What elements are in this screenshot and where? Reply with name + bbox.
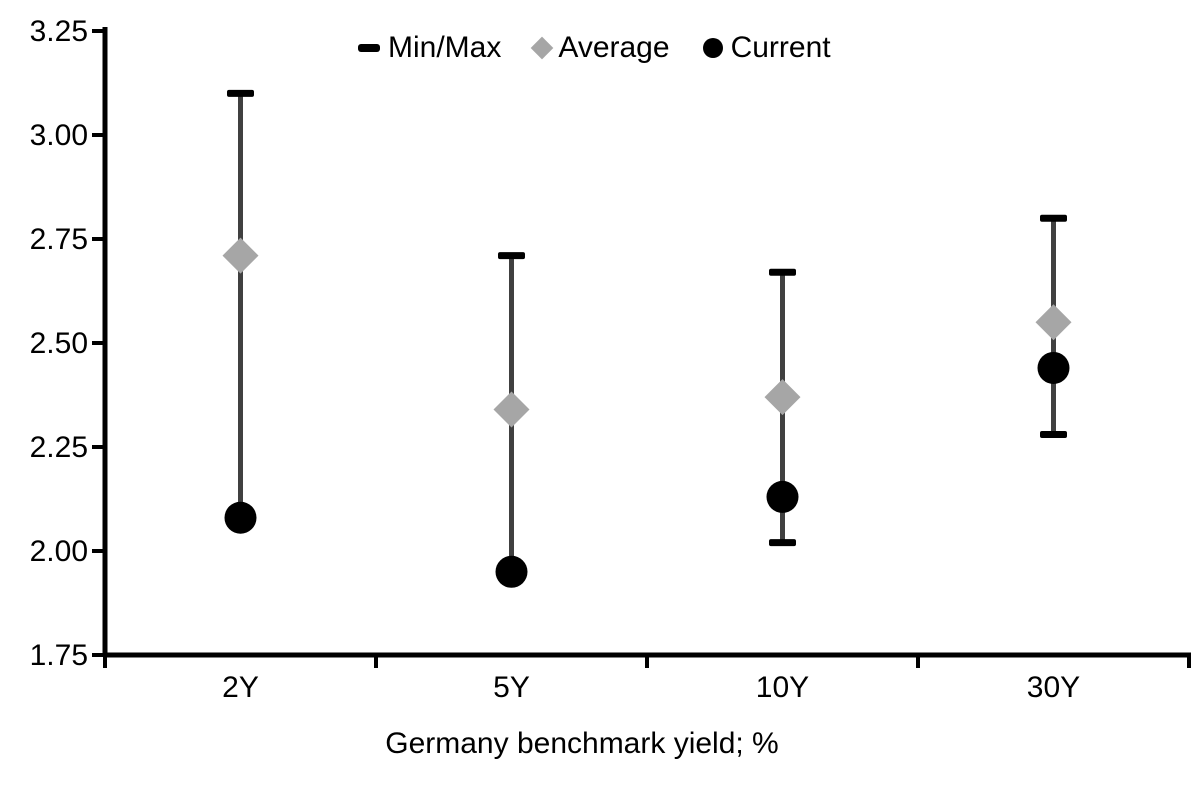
- minmax-dash-icon: [358, 44, 380, 52]
- y-axis-tick-label: 2.75: [30, 223, 88, 256]
- average-marker: [764, 379, 801, 416]
- current-marker: [495, 555, 528, 588]
- legend-label-average: Average: [558, 31, 670, 64]
- legend-label-minmax: Min/Max: [388, 31, 502, 64]
- average-marker: [1035, 304, 1072, 341]
- y-axis-tick-label: 2.00: [30, 535, 88, 568]
- y-axis-tick-label: 2.25: [30, 431, 88, 464]
- current-marker: [224, 501, 257, 534]
- average-marker: [493, 391, 530, 428]
- current-circle-icon: [702, 38, 723, 58]
- legend: Min/Max Average Current: [358, 33, 831, 63]
- legend-item-minmax: Min/Max: [358, 33, 501, 63]
- y-axis-tick-label: 2.50: [30, 327, 88, 360]
- y-axis-tick-label: 3.25: [30, 15, 88, 48]
- x-axis-tick-label: 2Y: [222, 671, 259, 704]
- min-cap: [1040, 431, 1067, 439]
- x-axis-tick-label: 10Y: [756, 671, 809, 704]
- max-cap: [1040, 214, 1067, 222]
- max-cap: [769, 268, 796, 276]
- average-marker: [222, 237, 259, 274]
- current-marker: [766, 480, 799, 513]
- legend-item-average: Average: [531, 31, 670, 64]
- legend-label-current: Current: [730, 31, 831, 64]
- average-diamond-icon: [531, 36, 554, 60]
- max-cap: [227, 89, 254, 97]
- y-axis-tick-label: 3.00: [30, 119, 88, 152]
- x-axis-tick-label: 5Y: [493, 671, 530, 704]
- x-axis-title: Germany benchmark yield; %: [385, 727, 779, 760]
- y-axis-tick-label: 1.75: [30, 639, 88, 672]
- max-cap: [498, 252, 525, 260]
- min-cap: [769, 539, 796, 547]
- legend-item-current: Current: [702, 31, 831, 64]
- x-axis-tick-label: 30Y: [1027, 671, 1080, 704]
- current-marker: [1037, 351, 1070, 384]
